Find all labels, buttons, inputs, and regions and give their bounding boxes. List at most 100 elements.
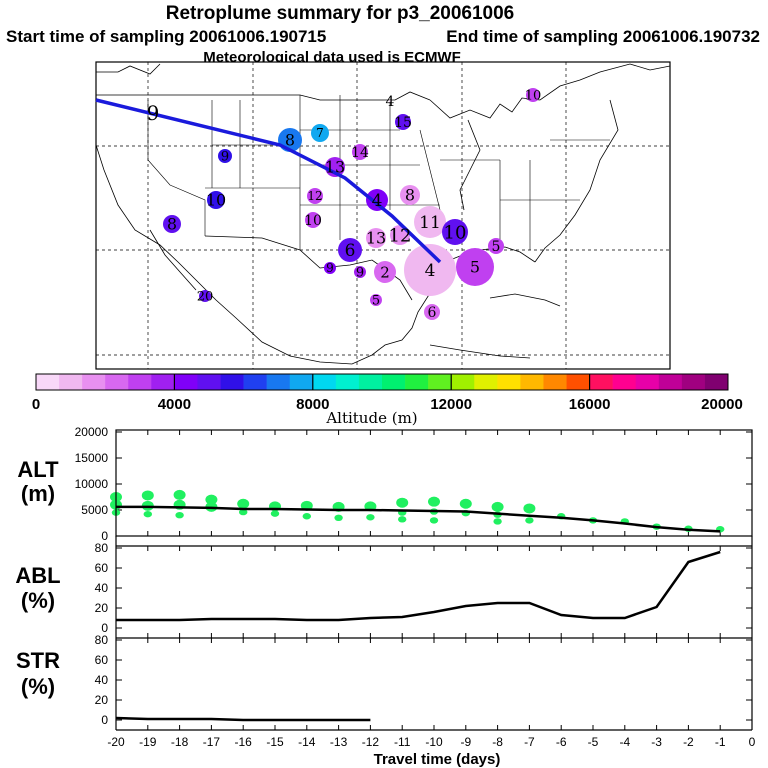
alt-scatter-point (459, 498, 472, 509)
x-tick-labels: -20 -19 -18 -17 -16 -15 -14 -13 -12 -11 -10 -9 -8 -7-… (107, 735, 755, 749)
str-ytick-40: 40 (95, 673, 109, 687)
colorbar-cell (589, 374, 613, 390)
cluster-label: 6 (345, 241, 356, 261)
x-tick-label: -3 (651, 735, 662, 749)
coastline-baja (149, 229, 197, 291)
str-line (115, 716, 371, 722)
alt-scatter-point (270, 510, 280, 517)
trajectory-cluster (338, 238, 362, 262)
panel-frames (115, 429, 753, 731)
colorbar-cell (335, 374, 360, 390)
x-tick-label: 0 (749, 735, 756, 749)
colorbar-cell (36, 374, 60, 390)
alt-scatter-point (523, 503, 536, 514)
abl-panel: ABL (%) 0 20 40 60 80 (15, 541, 753, 638)
alt-scatter-point (141, 490, 154, 501)
colorbar-cell (474, 374, 498, 390)
trajectory-cluster (352, 144, 368, 160)
alt-ytick-15000: 15000 (75, 451, 109, 465)
colorbar-cell (658, 374, 683, 390)
colorbar-cell (220, 374, 244, 390)
alt-panel-label: ALT (17, 457, 59, 482)
str-panel: STR (%) 0 20 40 60 80 (16, 633, 753, 730)
colorbar-cell (82, 374, 106, 390)
alt-scatter-point (205, 494, 218, 505)
x-tick-label: -13 (330, 735, 348, 749)
alt-scatter-point (396, 497, 409, 508)
colorbar-cell (635, 374, 660, 390)
alt-scatter-point (173, 489, 186, 500)
colorbar-cell (451, 374, 475, 390)
x-tick-label: -10 (425, 735, 443, 749)
str-ytick-60: 60 (95, 653, 109, 667)
cluster-label: 4 (386, 94, 395, 110)
alt-mean-line (116, 505, 721, 533)
x-tick-label: -17 (203, 735, 221, 749)
abl-ytick-20: 20 (95, 601, 109, 615)
trajectory-cluster (199, 290, 211, 302)
colorbar-cell (405, 374, 429, 390)
colorbar-cell (358, 374, 383, 390)
abl-ytick-40: 40 (95, 581, 109, 595)
abl-line (116, 550, 721, 622)
alt-panel-frame (115, 429, 753, 537)
coastline-central-america (429, 344, 531, 359)
cluster-label: 12 (389, 225, 412, 246)
colorbar-cell (312, 374, 337, 390)
colorbar-tick-0: 0 (32, 396, 40, 413)
alt-scatter-point (143, 510, 152, 518)
abl-panel-unit: (%) (21, 588, 55, 613)
colorbar-cell (105, 374, 129, 390)
cluster-label: 13 (366, 229, 386, 248)
x-tick-label: -4 (619, 735, 630, 749)
cluster-label: 8 (405, 186, 415, 205)
alt-scatter-point (175, 512, 184, 519)
colorbar-cell (612, 374, 637, 390)
cluster-label: 20 (197, 290, 214, 305)
trajectory-cluster (374, 261, 396, 283)
alt-scatter-point (491, 501, 504, 512)
state-borders-mountain (205, 100, 300, 189)
river-mississippi (459, 119, 481, 211)
str-ytick-80: 80 (95, 633, 109, 647)
trajectory-cluster (395, 114, 411, 130)
x-tick-label: -20 (107, 735, 125, 749)
x-tick-label: -5 (588, 735, 599, 749)
x-tick-label: -15 (266, 735, 284, 749)
alt-ytick-5000: 5000 (81, 503, 108, 517)
colorbar-tick-8000: 8000 (296, 396, 329, 413)
abl-ytick-80: 80 (95, 541, 109, 555)
alt-scatter-point (428, 496, 440, 507)
coastline-cuba (489, 293, 561, 307)
mean-trajectory-line (95, 98, 442, 264)
x-tick-label: -1 (715, 735, 726, 749)
x-tick-label: -11 (394, 735, 411, 749)
trajectory-cluster (404, 244, 456, 296)
trajectory-cluster (354, 266, 366, 278)
cluster-label: 15 (394, 115, 412, 131)
trajectory-cluster (370, 294, 382, 306)
str-ytick-20: 20 (95, 693, 109, 707)
str-panel-label: STR (16, 648, 60, 673)
colorbar-cell (566, 374, 590, 390)
alt-scatter-point (302, 513, 311, 520)
trajectory-cluster (324, 262, 336, 274)
cluster-label: 14 (351, 145, 369, 161)
alt-panel-unit: (m) (21, 481, 55, 506)
trajectory-cluster (488, 238, 504, 254)
trajectory-cluster (207, 191, 225, 209)
figure-title: Retroplume summary for p3_20061006 (166, 3, 515, 24)
abl-ytick-0: 0 (101, 621, 108, 635)
alt-scatter-point (398, 516, 407, 523)
colorbar-cell (174, 374, 198, 390)
x-tick-label: -7 (524, 735, 535, 749)
cluster-label: 8 (167, 215, 177, 234)
abl-ytick-60: 60 (95, 561, 109, 575)
str-axis-ticks (115, 638, 753, 730)
abl-panel-label: ABL (15, 563, 60, 588)
cluster-label: 4 (425, 261, 436, 281)
colorbar-cell (520, 374, 544, 390)
trajectory-cluster (311, 124, 329, 142)
alt-scatter-point (366, 514, 375, 521)
